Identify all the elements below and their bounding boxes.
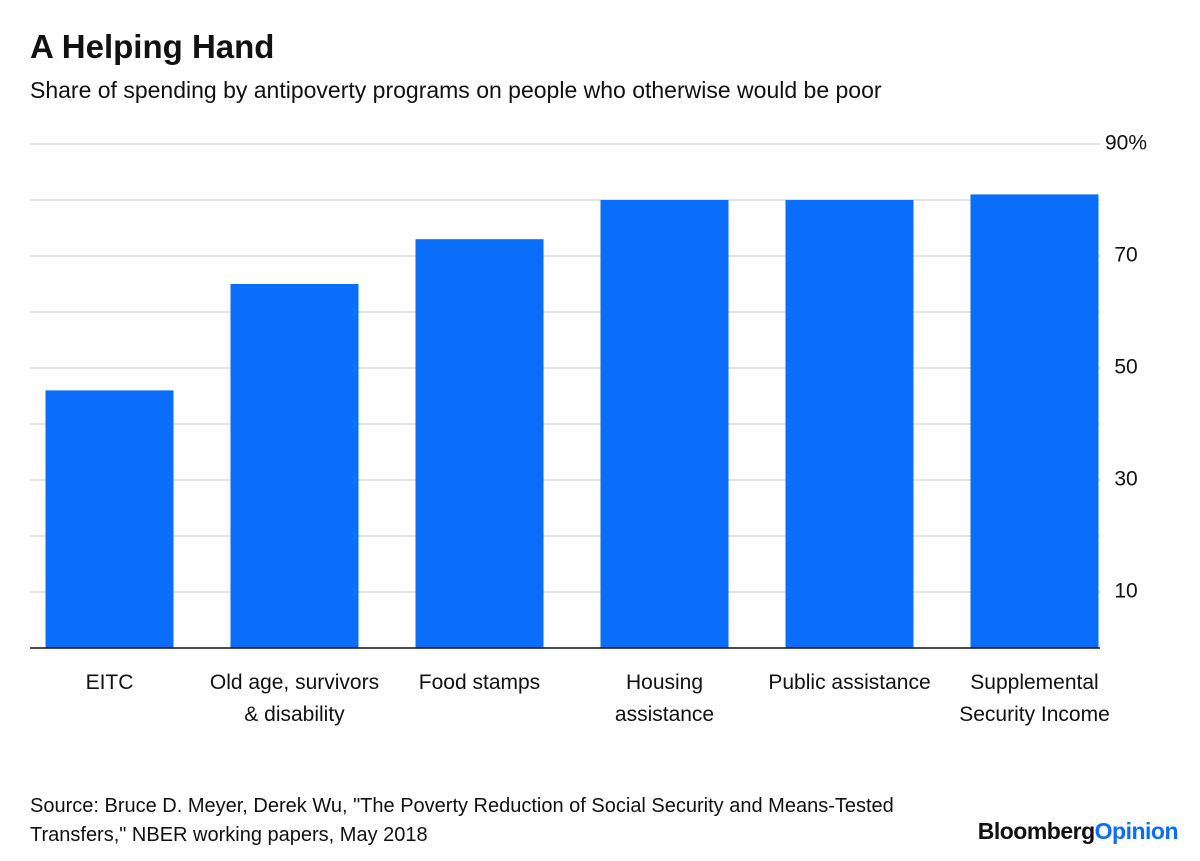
x-tick-label: Public assistance <box>768 671 931 694</box>
chart-title: A Helping Hand <box>30 28 275 65</box>
x-tick-label: EITC <box>85 671 134 694</box>
logo-suffix: Opinion <box>1094 818 1179 844</box>
bar <box>230 284 359 648</box>
y-tick-label: 50 <box>1114 356 1137 379</box>
bar <box>600 200 729 648</box>
logo-name: Bloomberg <box>977 818 1095 844</box>
logo: BloombergOpinion <box>977 818 1179 845</box>
y-tick-label: 90% <box>1105 132 1147 155</box>
x-tick-label: Old age, survivors & disability <box>209 671 380 726</box>
bar <box>45 390 174 648</box>
x-tick-label: Food stamps <box>418 671 541 694</box>
source-note: Source: Bruce D. Meyer, Derek Wu, "The P… <box>30 795 894 846</box>
y-tick-label: 70 <box>1114 244 1137 267</box>
y-tick-label: 10 <box>1114 580 1137 603</box>
bar <box>970 194 1099 648</box>
bar <box>785 200 914 648</box>
y-tick-label: 30 <box>1114 468 1137 491</box>
x-tick-label: Housing assistance <box>614 671 715 726</box>
chart-subtitle: Share of spending by antipoverty program… <box>30 77 882 103</box>
x-tick-label: Supplemental Security Income <box>959 671 1110 726</box>
bar <box>415 239 544 648</box>
